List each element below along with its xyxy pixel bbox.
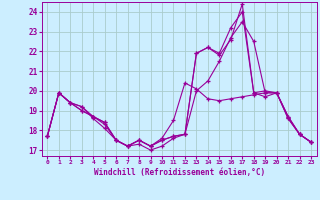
- X-axis label: Windchill (Refroidissement éolien,°C): Windchill (Refroidissement éolien,°C): [94, 168, 265, 177]
